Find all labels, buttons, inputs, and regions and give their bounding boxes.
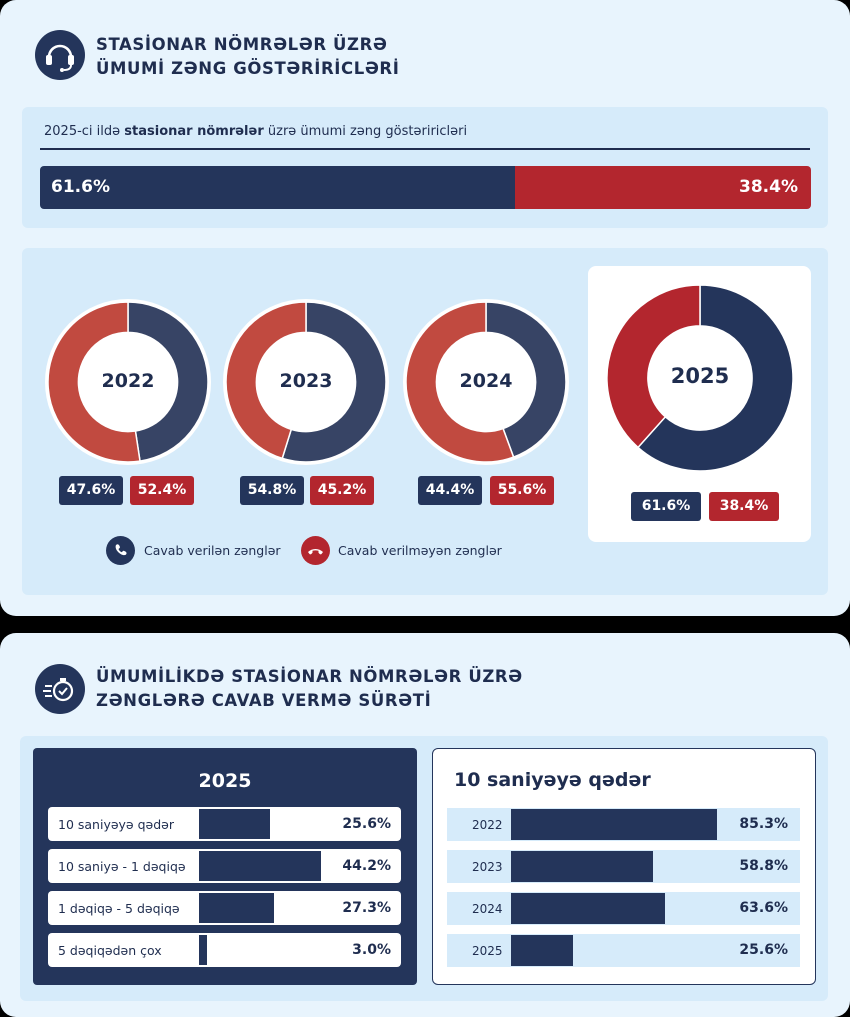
fast-clock-icon: [35, 664, 85, 714]
answered-percent-badge: 44.4%: [418, 476, 482, 505]
donut-2023: 2023: [223, 299, 389, 465]
donut-year-label: 2023: [279, 369, 333, 392]
year-row: 2024 63.6%: [447, 892, 800, 925]
year-row: 2022 85.3%: [447, 808, 800, 841]
answered-percent-badge: 61.6%: [631, 492, 701, 521]
donut-hole: [647, 325, 753, 431]
donut-outline: [604, 282, 796, 474]
under-10s-title: 10 saniyəyə qədər: [454, 769, 651, 791]
speed-row: 1 dəqiqə - 5 dəqiqə 27.3%: [48, 891, 401, 925]
donut-year-label: 2025: [670, 364, 730, 389]
unanswered-percent-badge: 52.4%: [130, 476, 194, 505]
year-row-label: 2023: [472, 860, 503, 874]
donut-hole: [256, 332, 356, 432]
donut-outline: [403, 299, 569, 465]
donut-2024: 2024: [403, 299, 569, 465]
section-title: STASİONAR NÖMRƏLƏR ÜZRƏ ÜMUMİ ZƏNG GÖSTƏ…: [96, 35, 400, 78]
donut-2025: 2025: [604, 282, 796, 474]
under-10s-box: 10 saniyəyə qədər 2022 85.3% 2023 58.8% 2024…: [432, 748, 816, 985]
donut-year-label: 2022: [101, 369, 155, 392]
year-row-value: 85.3%: [739, 816, 788, 832]
year-row-bar: [511, 893, 665, 924]
speed-row: 10 saniyəyə qədər 25.6%: [48, 807, 401, 841]
speed-row-bar: [199, 935, 208, 965]
year-row-label: 2022: [472, 818, 503, 832]
speed-row-value: 25.6%: [342, 816, 391, 832]
donut-hole: [78, 332, 178, 432]
answered-phone-icon: [106, 536, 135, 565]
unanswered-segment: 38.4%: [514, 166, 811, 209]
year-row-label: 2024: [472, 902, 503, 916]
speed-row-bar: [199, 893, 275, 923]
unanswered-percent-badge: 38.4%: [709, 492, 779, 521]
donut-year-label: 2024: [459, 369, 513, 392]
answered-percent-badge: 54.8%: [240, 476, 304, 505]
donut-outline: [45, 299, 211, 465]
headset-icon: [35, 30, 85, 80]
year-row-label: 2025: [472, 944, 503, 958]
year-row-bar: [511, 935, 573, 966]
answered-segment: 61.6%: [40, 166, 515, 209]
speed-row-value: 44.2%: [342, 858, 391, 874]
legend-unanswered-label: Cavab verilməyən zənglər: [338, 543, 502, 558]
donut-2022: 2022: [45, 299, 211, 465]
stacked-bar-caption: 2025-ci ildə stasionar nömrələr üzrə ümu…: [44, 124, 468, 139]
year-row-value: 25.6%: [739, 942, 788, 958]
year-row-bar: [511, 851, 653, 882]
speed-row-label: 10 saniyə - 1 dəqiqə: [58, 859, 186, 874]
legend-answered-label: Cavab verilən zənglər: [144, 543, 281, 558]
speed-row-value: 3.0%: [352, 942, 391, 958]
speed-row: 5 dəqiqədən çox 3.0%: [48, 933, 401, 967]
speed-row-label: 5 dəqiqədən çox: [58, 943, 162, 958]
speed-row-bar: [199, 851, 321, 881]
speed-2025-box: 2025 10 saniyəyə qədər 25.6% 10 saniyə - 1…: [33, 748, 417, 985]
speed-row: 10 saniyə - 1 dəqiqə 44.2%: [48, 849, 401, 883]
year-row-value: 63.6%: [739, 900, 788, 916]
stacked-bar: 61.6% 38.4%: [40, 166, 811, 209]
year-row-value: 58.8%: [739, 858, 788, 874]
unanswered-percent-badge: 55.6%: [490, 476, 554, 505]
unanswered-percent-badge: 45.2%: [310, 476, 374, 505]
answered-percent-badge: 47.6%: [59, 476, 123, 505]
call-indicators-card: STASİONAR NÖMRƏLƏR ÜZRƏ ÜMUMİ ZƏNG GÖSTƏ…: [0, 0, 850, 616]
section-title: ÜMUMİLİKDƏ STASİONAR NÖMRƏLƏR ÜZRƏ ZƏNGL…: [96, 667, 523, 710]
declined-phone-icon: [301, 536, 330, 565]
speed-row-value: 27.3%: [342, 900, 391, 916]
donut-hole: [436, 332, 536, 432]
speed-row-label: 10 saniyəyə qədər: [58, 817, 174, 832]
year-row: 2023 58.8%: [447, 850, 800, 883]
caption-divider: [40, 148, 810, 150]
donut-outline: [223, 299, 389, 465]
speed-2025-title: 2025: [198, 770, 252, 792]
speed-row-bar: [199, 809, 270, 839]
year-row: 2025 25.6%: [447, 934, 800, 967]
speed-row-label: 1 dəqiqə - 5 dəqiqə: [58, 901, 180, 916]
year-row-bar: [511, 809, 717, 840]
